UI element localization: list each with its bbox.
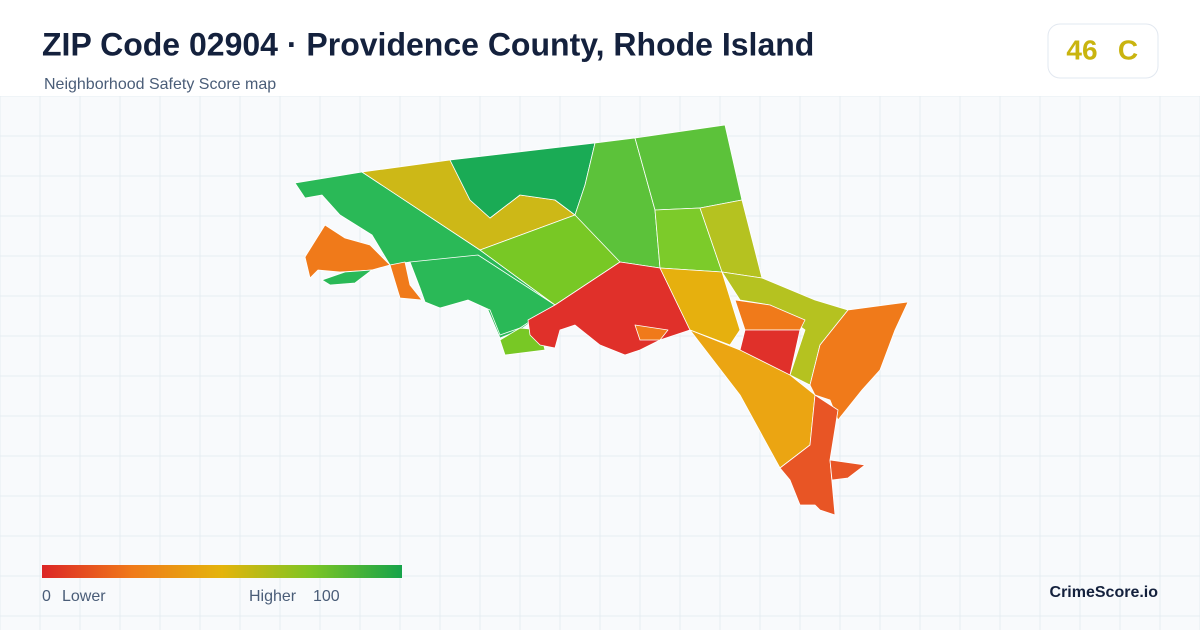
area [634, 124, 743, 211]
legend-min: 0 [42, 588, 51, 605]
brand: CrimeScore.io [1050, 584, 1159, 601]
score-value: 46 [1066, 34, 1097, 65]
header-band [0, 0, 1200, 96]
subtitle: Neighborhood Safety Score map [44, 76, 276, 93]
legend-max: 100 [313, 588, 340, 605]
score-box [1047, 23, 1159, 79]
area [409, 254, 556, 336]
legend-min-label: Lower [62, 588, 106, 605]
legend-max-label: Higher [249, 588, 297, 605]
area [734, 299, 806, 331]
score-grade: C [1118, 34, 1138, 65]
area [659, 267, 741, 346]
legend-bar [42, 565, 402, 578]
area [809, 301, 909, 421]
zip-map [294, 124, 909, 516]
area [304, 224, 391, 279]
area [829, 459, 866, 481]
area [779, 394, 839, 516]
area [389, 261, 423, 301]
area [634, 324, 669, 341]
area [321, 269, 373, 286]
title: ZIP Code 02904 · Providence County, Rhod… [42, 26, 814, 62]
